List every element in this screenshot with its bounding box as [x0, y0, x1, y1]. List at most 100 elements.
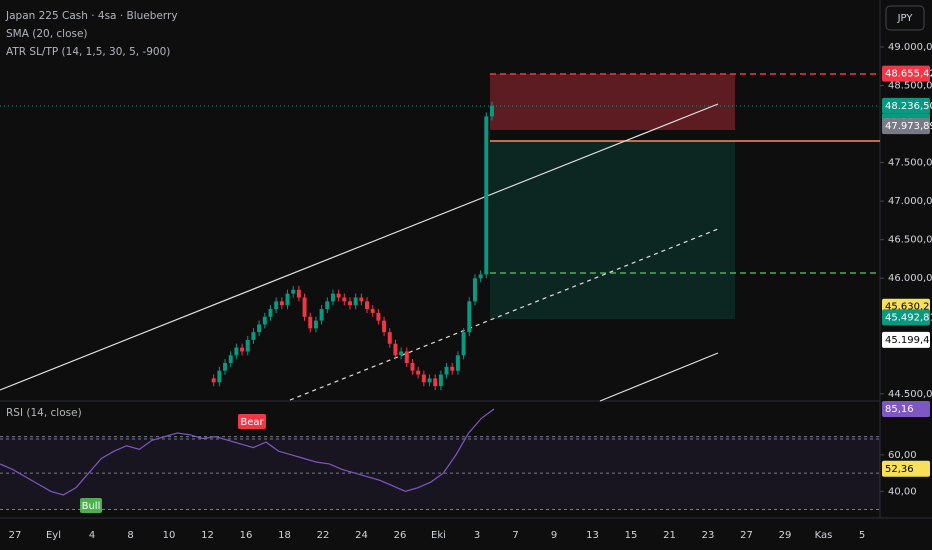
channel-top: [0, 103, 719, 391]
x-tick-label: 3: [474, 530, 480, 541]
price-label: 45.630,24: [885, 302, 932, 313]
candle: [472, 278, 477, 302]
candle: [484, 116, 489, 275]
y-tick-label: 49.000,00: [888, 42, 932, 53]
price-label: 48.236,50: [885, 101, 932, 112]
candle: [223, 363, 228, 371]
candle: [450, 366, 455, 371]
x-tick-label: 12: [201, 530, 214, 541]
candle: [353, 297, 358, 306]
price-label: 47.973,89: [885, 121, 932, 132]
x-tick-label: 16: [240, 530, 253, 541]
channel-bottom: [599, 352, 719, 402]
candle: [336, 293, 341, 298]
x-tick-label: Kas: [815, 530, 833, 541]
rsi-title: RSI (14, close): [6, 407, 82, 419]
candle: [427, 378, 432, 383]
candle: [285, 293, 290, 306]
y-tick-label: 46.500,00: [888, 235, 932, 246]
rsi-line: [0, 408, 495, 496]
candle: [444, 366, 449, 375]
candle: [291, 289, 296, 294]
price-label: 48.655,42: [885, 69, 932, 80]
candle: [245, 339, 250, 352]
candle: [251, 332, 256, 340]
price-label: 45.492,81: [885, 312, 932, 323]
candle: [365, 301, 370, 310]
candle: [382, 320, 387, 333]
candle: [274, 301, 279, 310]
x-tick-label: Eki: [431, 530, 446, 541]
candle: [433, 378, 438, 387]
x-tick-label: 7: [512, 530, 518, 541]
candle: [348, 301, 352, 306]
x-tick-label: 8: [127, 530, 133, 541]
currency-button[interactable]: [885, 5, 925, 31]
y-tick-label: 44.500,00: [888, 389, 932, 400]
candle: [478, 274, 483, 279]
annotation-box: [80, 498, 102, 513]
x-tick-label: 22: [317, 530, 330, 541]
candle: [404, 351, 409, 364]
candle: [438, 374, 443, 387]
price-label: 45.199,46: [885, 335, 932, 346]
candle: [257, 324, 262, 333]
y-tick-label: 40,00: [888, 486, 917, 497]
candle: [268, 309, 273, 317]
candle: [279, 301, 284, 306]
currency[interactable]: JPY: [897, 13, 914, 24]
candle: [410, 363, 415, 371]
indicator-label: SMA (20, close): [6, 28, 88, 40]
x-tick-label: 10: [163, 530, 176, 541]
x-tick-label: 9: [551, 530, 557, 541]
candle: [490, 105, 494, 117]
channel-mid: [289, 228, 719, 401]
x-tick-label: 27: [9, 530, 22, 541]
candle: [211, 378, 216, 383]
candle: [217, 370, 222, 383]
candle: [330, 293, 335, 302]
x-tick-label: 24: [355, 530, 368, 541]
price-label-box: [882, 460, 930, 477]
x-tick-label: 27: [740, 530, 753, 541]
candle: [228, 355, 233, 364]
indicator-label: ATR SL/TP (14, 1,5, 30, 5, -900): [6, 46, 170, 58]
candle: [461, 332, 466, 356]
stop-zone: [490, 74, 735, 130]
x-tick-label: 15: [625, 530, 638, 541]
x-tick-label: 4: [89, 530, 95, 541]
price-label-box: [882, 118, 930, 135]
candle: [467, 301, 472, 333]
title: Japan 225 Cash · 4sa · Blueberry: [5, 10, 178, 22]
x-tick-label: 21: [663, 530, 676, 541]
x-tick-label: 18: [278, 530, 291, 541]
x-tick-label: 29: [779, 530, 792, 541]
annotation: [238, 414, 266, 429]
candle: [393, 343, 398, 356]
candle: [376, 312, 381, 321]
price-label-box: [882, 400, 930, 417]
y-tick-label: 47.500,00: [888, 158, 932, 169]
candle: [308, 316, 313, 329]
price-label: 52,36: [885, 464, 914, 475]
y-tick-label: 46.000,00: [888, 273, 932, 284]
price-label-box: [882, 65, 930, 82]
price-label-box: [882, 309, 930, 326]
candle: [359, 297, 364, 302]
candle: [296, 289, 301, 298]
candle: [342, 297, 347, 302]
target-zone: [490, 141, 735, 319]
candle: [319, 309, 324, 321]
x-tick-label: 13: [586, 530, 599, 541]
candle: [325, 301, 330, 310]
rsi-zone: [0, 436, 880, 510]
candle: [399, 351, 404, 356]
candle: [455, 355, 460, 371]
candle: [370, 309, 375, 313]
price-label-box: [882, 97, 930, 114]
candle: [313, 320, 318, 329]
candle: [387, 332, 392, 344]
price-label-box: [882, 331, 930, 348]
